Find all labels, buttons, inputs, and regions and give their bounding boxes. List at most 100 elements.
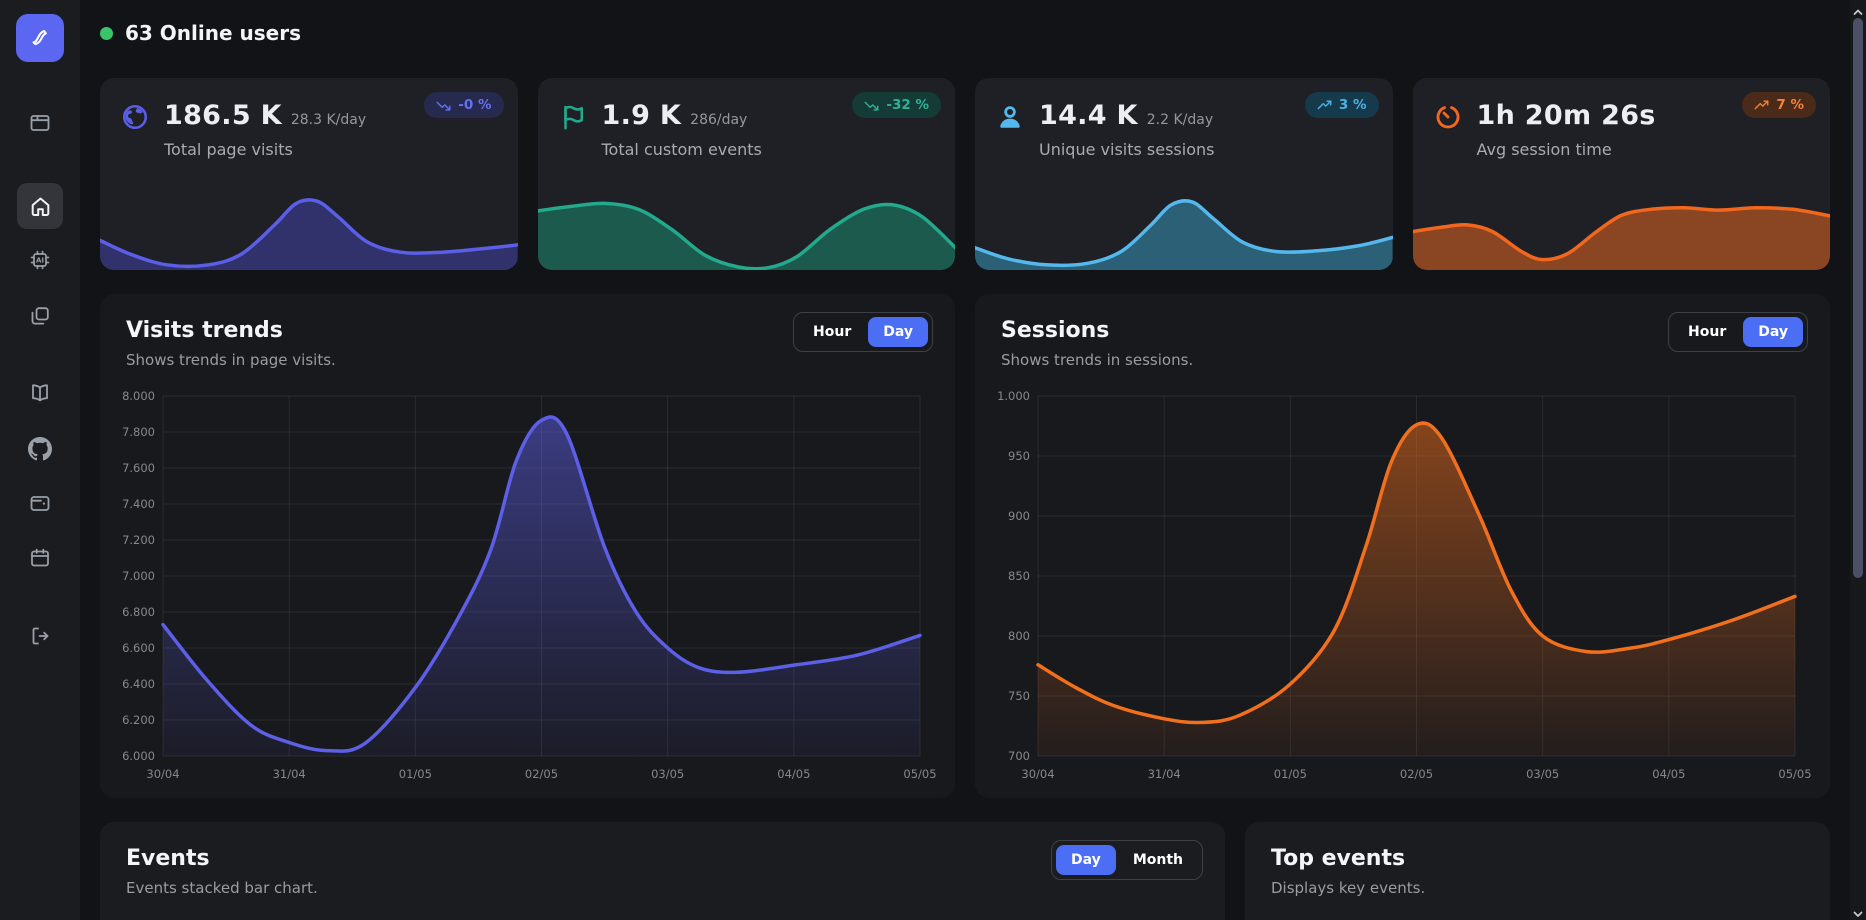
home-icon [28, 194, 53, 219]
wallet-icon [28, 491, 52, 515]
trending-up-icon [1317, 99, 1332, 109]
time-granularity-toggle: Hour Day [1668, 312, 1808, 352]
panel-title: Top events [1271, 846, 1406, 871]
toggle-hour-button[interactable]: Hour [798, 317, 866, 347]
svg-text:02/05: 02/05 [525, 767, 558, 781]
stat-label: Total custom events [601, 140, 762, 159]
stat-rate: 28.3 K/day [290, 112, 367, 128]
badge-text: 3 % [1338, 97, 1367, 113]
scroll-up-arrow-icon[interactable] [1852, 3, 1864, 15]
sidebar-item-docs[interactable] [20, 373, 60, 413]
flag-icon [558, 102, 588, 132]
badge-text: -0 % [458, 97, 492, 113]
copy-pages-icon [28, 304, 52, 328]
main-content: 63 Online users -0 % 186.5 K [80, 0, 1850, 920]
sparkline-session-time [1412, 206, 1830, 270]
stat-value: 14.4 K [1039, 100, 1138, 131]
logo-swirl-icon [27, 24, 53, 53]
stat-value: 186.5 K [164, 100, 282, 131]
trend-badge: 7 % [1742, 92, 1816, 118]
svg-text:7.000: 7.000 [122, 569, 155, 583]
bottom-row: Events Events stacked bar chart. Day Mon… [100, 822, 1830, 920]
panel-title: Visits trends [126, 318, 283, 343]
trend-badge: -32 % [852, 92, 941, 118]
top-events-panel: Top events Displays key events. [1245, 822, 1830, 920]
globe-icon [120, 102, 150, 132]
svg-text:6.600: 6.600 [122, 641, 155, 655]
trend-badge: -0 % [424, 92, 504, 118]
sidebar-item-logout[interactable] [20, 616, 60, 656]
stat-value: 1h 20m 26s [1476, 100, 1656, 131]
svg-text:900: 900 [1008, 509, 1030, 523]
svg-text:7.400: 7.400 [122, 497, 155, 511]
stat-rate: 2.2 K/day [1146, 112, 1214, 128]
sidebar-item-dashboard[interactable] [20, 103, 60, 143]
page-scrollbar [1850, 0, 1866, 920]
stat-label: Total page visits [164, 140, 293, 159]
timer-icon [1433, 102, 1463, 132]
toggle-month-button[interactable]: Month [1118, 845, 1198, 875]
trending-down-icon [436, 101, 451, 111]
svg-text:30/04: 30/04 [1021, 767, 1054, 781]
svg-text:03/05: 03/05 [651, 767, 684, 781]
stat-label: Avg session time [1476, 140, 1612, 159]
svg-text:7.200: 7.200 [122, 533, 155, 547]
badge-text: 7 % [1776, 97, 1804, 113]
svg-text:05/05: 05/05 [903, 767, 936, 781]
svg-text:950: 950 [1008, 449, 1030, 463]
stat-label: Unique visits sessions [1039, 140, 1215, 159]
online-status-dot [100, 26, 113, 40]
svg-text:6.000: 6.000 [122, 749, 155, 763]
calendar-icon [28, 546, 52, 570]
sidebar: AI [0, 0, 80, 920]
svg-text:6.200: 6.200 [122, 713, 155, 727]
sidebar-item-home[interactable] [17, 183, 63, 229]
sessions-panel: Sessions Shows trends in sessions. Hour … [975, 294, 1830, 798]
github-icon [28, 437, 52, 461]
svg-text:8.000: 8.000 [122, 389, 155, 403]
scrollbar-thumb[interactable] [1853, 18, 1863, 578]
sparkline-custom-events [537, 201, 955, 270]
svg-text:7.600: 7.600 [122, 461, 155, 475]
toggle-day-button[interactable]: Day [1743, 317, 1803, 347]
panel-subtitle: Shows trends in page visits. [126, 351, 336, 369]
stat-rate: 286/day [690, 112, 748, 128]
panel-subtitle: Shows trends in sessions. [1001, 351, 1194, 369]
time-granularity-toggle: Hour Day [793, 312, 933, 352]
toggle-day-button[interactable]: Day [868, 317, 928, 347]
user-icon [995, 102, 1025, 132]
book-icon [28, 381, 52, 405]
time-granularity-toggle: Day Month [1051, 840, 1203, 880]
sidebar-item-ai[interactable]: AI [20, 240, 60, 280]
svg-text:800: 800 [1008, 629, 1030, 643]
charts-row: Visits trends Shows trends in page visit… [100, 294, 1830, 798]
browser-window-icon [28, 111, 52, 135]
toggle-day-button[interactable]: Day [1056, 845, 1116, 875]
panel-subtitle: Events stacked bar chart. [126, 879, 318, 897]
stat-card-total-custom-events: -32 % 1.9 K 286/day Total custom events [537, 78, 955, 270]
sidebar-item-pages[interactable] [20, 296, 60, 336]
stat-card-total-page-visits: -0 % 186.5 K 28.3 K/day Total page visit… [100, 78, 518, 270]
app-logo[interactable] [16, 14, 64, 62]
svg-text:1.000: 1.000 [997, 389, 1030, 403]
svg-text:6.800: 6.800 [122, 605, 155, 619]
sparkline-unique-visits [975, 199, 1393, 270]
scroll-down-arrow-icon[interactable] [1852, 905, 1864, 917]
svg-text:30/04: 30/04 [146, 767, 179, 781]
online-users-header: 63 Online users [100, 18, 1830, 48]
svg-text:05/05: 05/05 [1778, 767, 1811, 781]
visits-trends-panel: Visits trends Shows trends in page visit… [100, 294, 955, 798]
events-panel: Events Events stacked bar chart. Day Mon… [100, 822, 1225, 920]
svg-text:01/05: 01/05 [1274, 767, 1307, 781]
toggle-hour-button[interactable]: Hour [1673, 317, 1741, 347]
svg-text:04/05: 04/05 [777, 767, 810, 781]
sidebar-item-calendar[interactable] [20, 538, 60, 578]
svg-text:01/05: 01/05 [399, 767, 432, 781]
sidebar-item-github[interactable] [20, 429, 60, 469]
svg-text:750: 750 [1008, 689, 1030, 703]
svg-text:850: 850 [1008, 569, 1030, 583]
svg-text:03/05: 03/05 [1526, 767, 1559, 781]
sidebar-item-billing[interactable] [20, 483, 60, 523]
sparkline-page-visits [100, 198, 518, 270]
stat-card-avg-session-time: 7 % 1h 20m 26s Avg session time [1412, 78, 1830, 270]
